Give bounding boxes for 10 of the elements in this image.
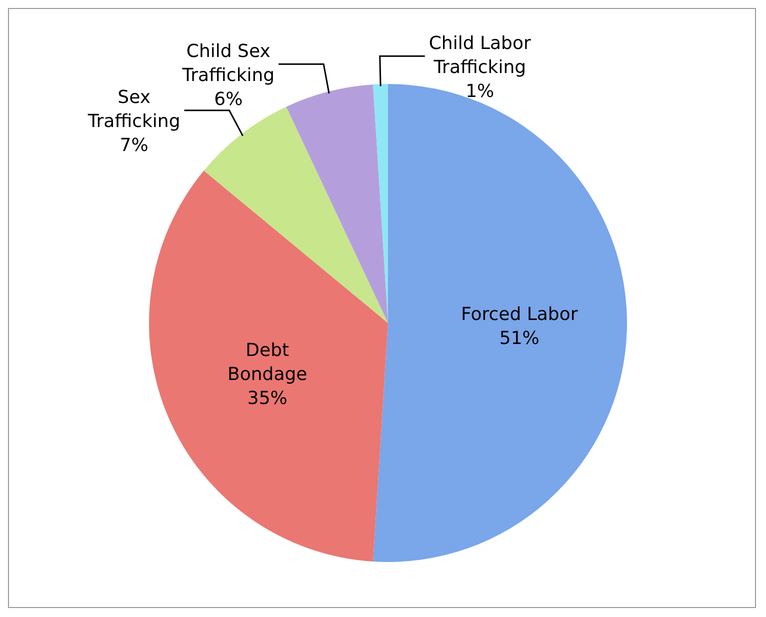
slice-label: Forced Labor	[461, 304, 578, 325]
data-label: 51%	[499, 328, 540, 349]
slice-label: Child Labor Trafficking	[428, 32, 532, 78]
data-label: 35%	[247, 388, 288, 409]
slice-label: Child Sex Trafficking	[181, 40, 275, 86]
data-label: 1%	[466, 80, 494, 102]
slice-label: Sex Trafficking	[86, 87, 180, 132]
data-label: 6%	[214, 88, 243, 110]
slice-label: Debt Bondage	[227, 340, 308, 385]
data-label: 7%	[120, 135, 148, 156]
